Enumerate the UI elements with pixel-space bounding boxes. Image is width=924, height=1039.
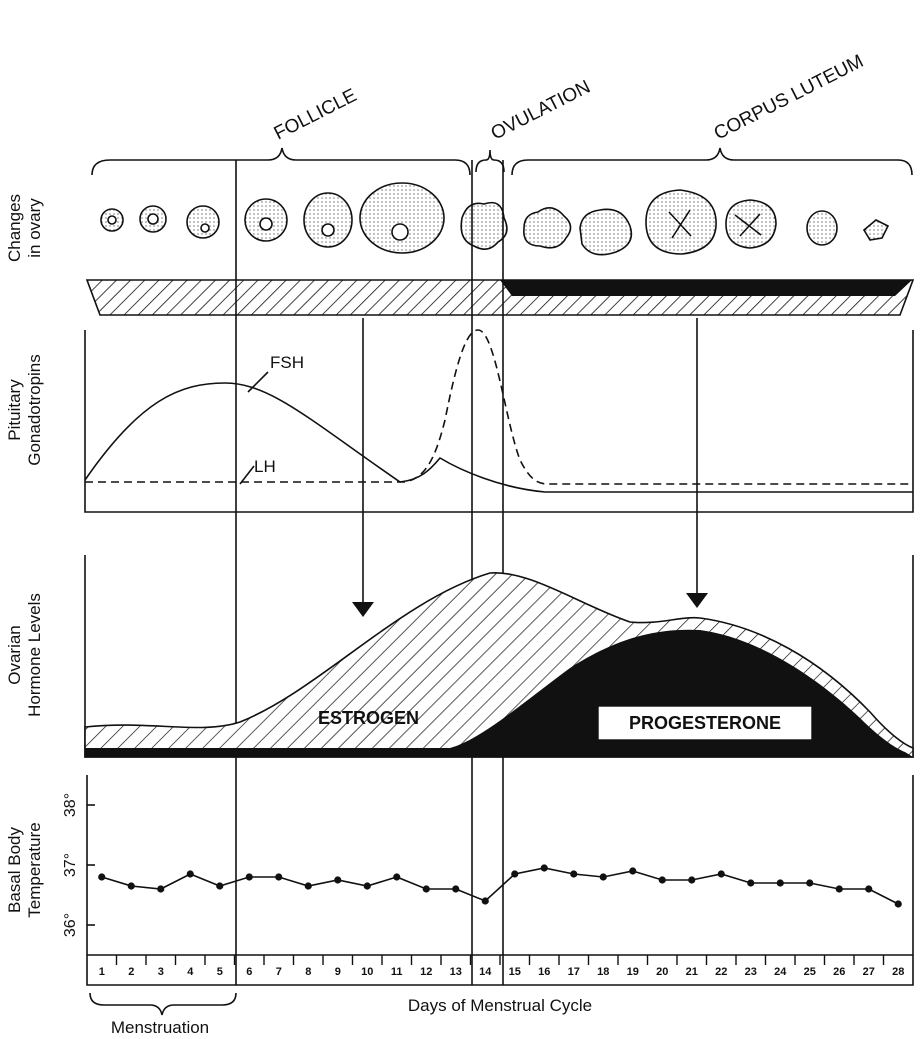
x-tick-label: 28 — [892, 966, 904, 978]
temperature-point — [364, 882, 371, 889]
panel-label: Gonadotropins — [25, 354, 44, 466]
x-tick-label: 15 — [509, 966, 521, 978]
temperature-point — [865, 885, 872, 892]
temperature-point — [570, 870, 577, 877]
x-tick-label: 20 — [656, 966, 668, 978]
temperature-point — [452, 885, 459, 892]
panel-label: Basal Body — [5, 827, 24, 913]
temperature-point — [128, 882, 135, 889]
temperature-point — [836, 885, 843, 892]
brace — [512, 148, 912, 175]
hormone-label: FSH — [270, 353, 304, 372]
x-tick-label: 1 — [99, 966, 105, 978]
panel-label: Temperature — [25, 822, 44, 917]
temperature-point — [305, 882, 312, 889]
temperature-point — [334, 876, 341, 883]
x-tick-label: 14 — [479, 966, 492, 978]
hormone-label: LH — [254, 457, 276, 476]
panel-label: Hormone Levels — [25, 593, 44, 717]
temperature-point — [777, 879, 784, 886]
x-tick-label: 16 — [538, 966, 550, 978]
panel-label: Changes — [5, 194, 24, 262]
temperature-point — [511, 870, 518, 877]
fsh-curve — [85, 383, 913, 492]
brace — [476, 150, 504, 172]
x-tick-label: 19 — [627, 966, 639, 978]
phase-label: OVULATION — [488, 77, 594, 145]
temperature-point — [187, 870, 194, 877]
x-tick-label: 27 — [863, 966, 875, 978]
temperature-point — [246, 873, 253, 880]
brace — [90, 993, 236, 1015]
lh-curve — [85, 330, 913, 484]
x-tick-label: 13 — [450, 966, 462, 978]
x-tick-label: 3 — [158, 966, 164, 978]
panel-frame — [87, 775, 913, 985]
temperature-point — [393, 873, 400, 880]
temperature-point — [275, 873, 282, 880]
x-tick-label: 26 — [833, 966, 845, 978]
x-tick-label: 6 — [246, 966, 252, 978]
temperature-point — [629, 867, 636, 874]
hormone-label: PROGESTERONE — [629, 713, 781, 733]
x-tick-label: 12 — [420, 966, 432, 978]
temperature-point — [659, 876, 666, 883]
temperature-point — [747, 879, 754, 886]
y-tick-label: 36° — [62, 913, 79, 937]
temperature-point — [806, 879, 813, 886]
y-tick-label: 37° — [62, 853, 79, 877]
temperature-point — [482, 897, 489, 904]
temperature-point — [98, 873, 105, 880]
temperature-point — [423, 885, 430, 892]
x-tick-label: 4 — [187, 966, 194, 978]
figure: FOLLICLE OVULATION CORPUS LUTEUM Changes… — [0, 0, 924, 1039]
brace — [92, 148, 470, 175]
panel-label: Ovarian — [5, 625, 24, 685]
x-tick-label: 2 — [128, 966, 134, 978]
x-tick-label: 5 — [217, 966, 223, 978]
panel-label: in ovary — [25, 198, 44, 258]
x-tick-label: 21 — [686, 966, 698, 978]
phase-label: CORPUS LUTEUM — [711, 51, 867, 144]
temperature-point — [895, 900, 902, 907]
y-tick-label: 38° — [62, 793, 79, 817]
x-tick-label: 23 — [745, 966, 757, 978]
hormone-label: ESTROGEN — [318, 708, 419, 728]
x-tick-label: 7 — [276, 966, 282, 978]
phase-label: FOLLICLE — [271, 85, 361, 144]
arrowhead — [352, 602, 374, 617]
menstruation-label: Menstruation — [111, 1018, 209, 1037]
corpus-band — [500, 280, 912, 296]
x-tick-label: 10 — [361, 966, 373, 978]
temperature-point — [688, 876, 695, 883]
x-axis-title: Days of Menstrual Cycle — [408, 996, 592, 1015]
x-tick-label: 25 — [804, 966, 816, 978]
x-tick-label: 18 — [597, 966, 609, 978]
temperature-point — [718, 870, 725, 877]
x-tick-label: 17 — [568, 966, 580, 978]
arrowhead — [686, 593, 708, 608]
x-tick-label: 22 — [715, 966, 727, 978]
temperature-point — [216, 882, 223, 889]
x-tick-label: 8 — [305, 966, 311, 978]
temperature-point — [541, 864, 548, 871]
x-tick-label: 11 — [391, 966, 403, 978]
temperature-point — [600, 873, 607, 880]
follicles — [101, 183, 888, 255]
x-tick-label: 24 — [774, 966, 787, 978]
panel-label: Pituitary — [5, 379, 24, 441]
temperature-point — [157, 885, 164, 892]
x-tick-label: 9 — [335, 966, 341, 978]
